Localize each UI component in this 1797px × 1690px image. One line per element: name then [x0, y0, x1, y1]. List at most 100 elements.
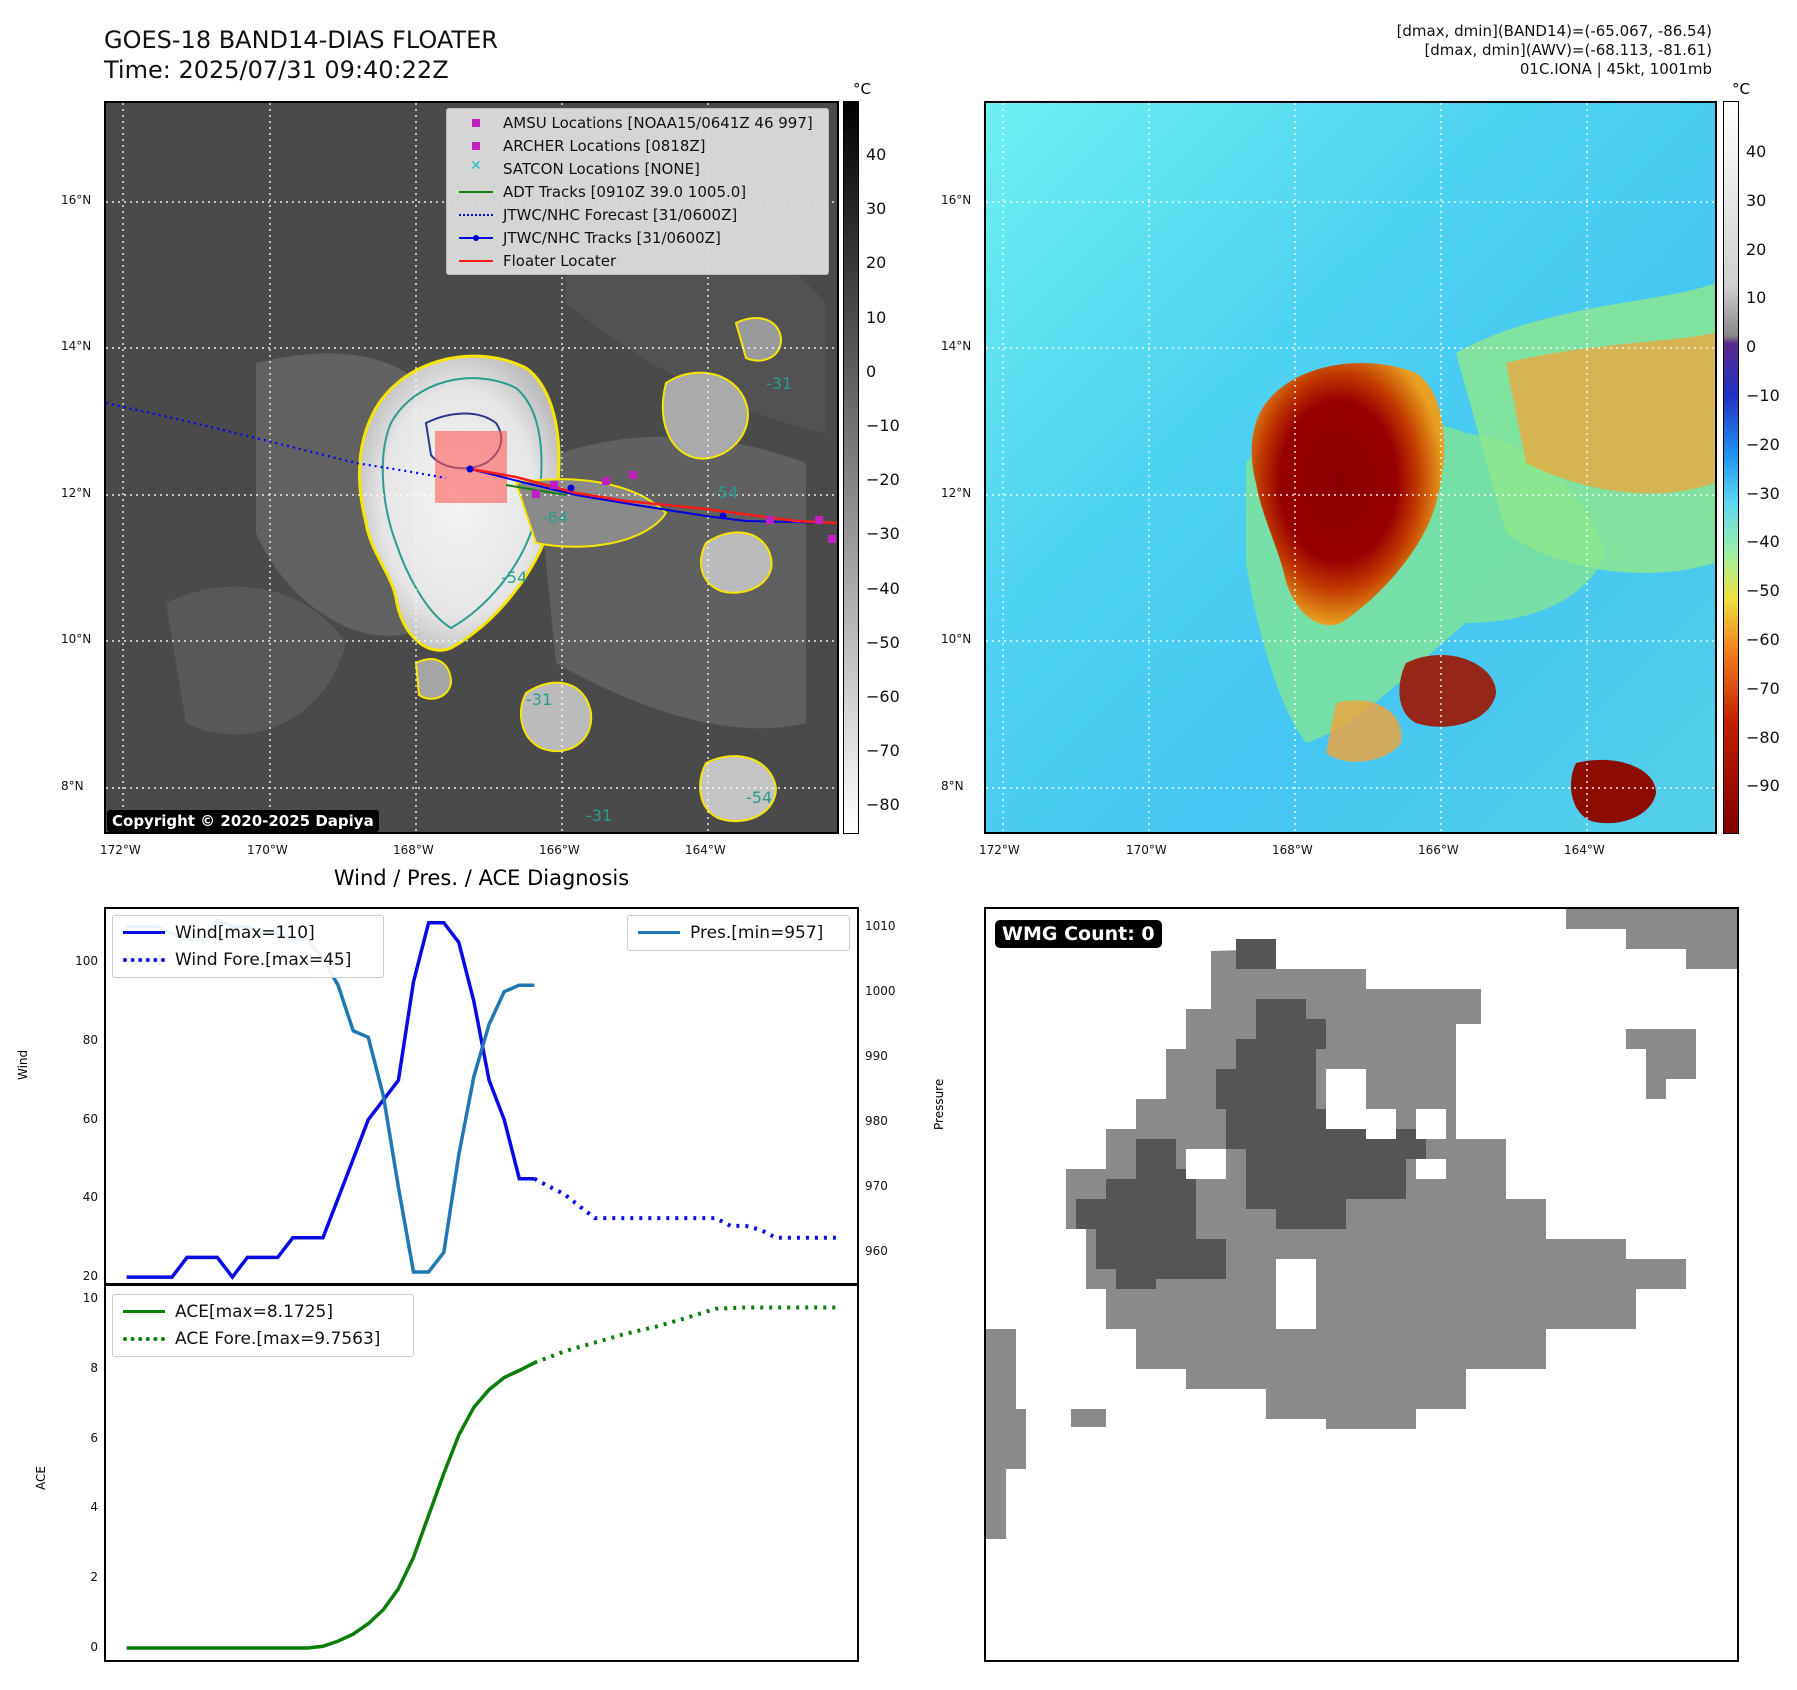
floater-track — [469, 467, 837, 525]
colorbar-tick: 10 — [866, 307, 887, 327]
colorbar-tick: 20 — [1746, 239, 1767, 259]
lat-tick: 16°N — [941, 193, 972, 207]
colorbar-tick: −70 — [1746, 678, 1780, 698]
colorbar-tick: 30 — [866, 199, 887, 219]
solid-line-icon — [121, 1300, 167, 1324]
ace-series-line — [126, 1361, 536, 1650]
ace-ylabel: ACE — [34, 1466, 48, 1490]
axis-tick-label: 10 — [82, 1290, 98, 1305]
info-storm: 01C.IONA | 45kt, 1001mb — [1519, 60, 1712, 78]
axis-tick-label: 60 — [82, 1111, 98, 1126]
best-track — [469, 468, 837, 524]
colorbar-tick: −80 — [1746, 727, 1780, 747]
diagnosis-chart — [98, 907, 859, 1662]
right-colorbar-unit: °C — [1732, 80, 1750, 98]
legend-item-floater: Floater Locater — [457, 251, 616, 271]
dotted-line-icon — [121, 948, 167, 972]
colorbar-tick: 10 — [1746, 288, 1767, 308]
lon-tick: 172°W — [979, 843, 1020, 857]
contour-label: -31 — [526, 690, 552, 709]
wmg-count-badge: WMG Count: 0 — [995, 920, 1162, 948]
colorbar-tick: −10 — [866, 416, 900, 435]
colorbar-tick: −40 — [866, 578, 900, 598]
contour-label: -31 — [586, 806, 612, 825]
axis-tick-label: 2 — [90, 1570, 98, 1585]
dotted-line-icon — [457, 205, 495, 225]
left-colorbar — [843, 101, 859, 834]
ace-panel-frame — [104, 1284, 859, 1662]
ace-legend: ACE[max=8.1725] ACE Fore.[max=9.7563] — [112, 1294, 414, 1357]
lon-tick: 164°W — [685, 843, 726, 857]
ace-forecast-line — [533, 1305, 837, 1365]
lon-tick: 168°W — [393, 843, 434, 857]
wmg-image — [986, 909, 1737, 1539]
colorbar-tick: −70 — [866, 741, 900, 761]
axis-tick-label: 40 — [82, 1190, 98, 1205]
wind-series-line — [126, 920, 535, 1280]
legend-item-satcon: ✕ SATCON Locations [NONE] — [457, 158, 700, 179]
legend-item-wind-fore: Wind Fore.[max=45] — [121, 948, 351, 972]
colorbar-tick: −60 — [866, 687, 900, 706]
lon-tick: 166°W — [1418, 843, 1459, 857]
copyright-label: Copyright © 2020-2025 Dapiya — [107, 810, 379, 832]
contour-label: -64 — [542, 508, 568, 527]
axis-tick-label: 20 — [82, 1269, 98, 1284]
lon-tick: 168°W — [1272, 843, 1313, 857]
info-band14: [dmax, dmin](BAND14)=(-65.067, -86.54) — [1396, 22, 1712, 40]
lat-tick: 8°N — [941, 779, 964, 793]
green-line-icon — [457, 182, 495, 202]
axis-tick-label: 1000 — [865, 983, 896, 998]
colorbar-tick: −90 — [1746, 776, 1780, 796]
axis-tick-label: 8 — [90, 1360, 98, 1375]
colorbar-tick: −50 — [866, 632, 900, 652]
colorbar-tick: 30 — [1746, 190, 1767, 210]
lat-tick: 10°N — [61, 632, 92, 646]
axis-tick-label: 80 — [82, 1032, 98, 1047]
dotted-line-icon — [121, 1327, 167, 1351]
legend-item-ace: ACE[max=8.1725] — [121, 1300, 333, 1324]
lon-tick: 166°W — [539, 843, 580, 857]
map-gridlines — [986, 103, 1715, 832]
contour-label: -54 — [712, 483, 738, 502]
axis-tick-label: 960 — [865, 1244, 888, 1259]
lon-tick: 172°W — [100, 843, 141, 857]
wind-legend: Wind[max=110] Wind Fore.[max=45] — [112, 915, 384, 978]
colorbar-tick: −20 — [866, 470, 900, 490]
colorbar-tick: −20 — [1746, 434, 1780, 454]
legend-item-tracks: JTWC/NHC Tracks [31/0600Z] — [457, 228, 721, 248]
line-dot-icon — [457, 228, 495, 248]
lat-tick: 14°N — [61, 339, 92, 353]
legend-item-pressure: Pres.[min=957] — [636, 921, 823, 945]
pressure-ylabel: Pressure — [932, 1078, 946, 1130]
colorbar-tick: −60 — [1746, 630, 1780, 649]
wind-ylabel: Wind — [16, 1049, 30, 1080]
colorbar-tick: 40 — [1746, 142, 1767, 161]
amsu-archer-markers — [532, 471, 836, 543]
legend-item-adt: ADT Tracks [0910Z 39.0 1005.0] — [457, 182, 746, 202]
colorbar-tick: −10 — [1746, 386, 1780, 405]
figure-time: Time: 2025/07/31 09:40:22Z — [104, 56, 449, 84]
wmg-panel — [984, 907, 1739, 1662]
colorbar-tick: −50 — [1746, 581, 1780, 601]
colorbar-tick: 40 — [866, 145, 887, 164]
legend-item-archer: ARCHER Locations [0818Z] — [457, 136, 706, 156]
red-line-icon — [457, 251, 495, 271]
square-marker-icon — [457, 136, 495, 156]
x-marker-icon: ✕ — [470, 158, 482, 174]
info-awv: [dmax, dmin](AWV)=(-68.113, -81.61) — [1424, 41, 1712, 59]
diagnosis-svg — [98, 907, 859, 1662]
pressure-legend: Pres.[min=957] — [627, 915, 850, 951]
lon-tick: 170°W — [1126, 843, 1167, 857]
diagnosis-title: Wind / Pres. / ACE Diagnosis — [333, 866, 630, 890]
solid-line-icon — [121, 921, 167, 945]
lat-tick: 14°N — [941, 339, 972, 353]
axis-tick-label: 6 — [90, 1430, 98, 1445]
awv-map-image — [986, 103, 1715, 832]
contour-label: -54 — [501, 568, 527, 587]
square-marker-icon — [457, 113, 495, 133]
axis-tick-label: 4 — [90, 1500, 98, 1515]
lat-tick: 12°N — [61, 486, 92, 500]
colorbar-tick: −80 — [866, 795, 900, 815]
track-points — [466, 465, 727, 520]
right-colorbar — [1723, 101, 1739, 834]
